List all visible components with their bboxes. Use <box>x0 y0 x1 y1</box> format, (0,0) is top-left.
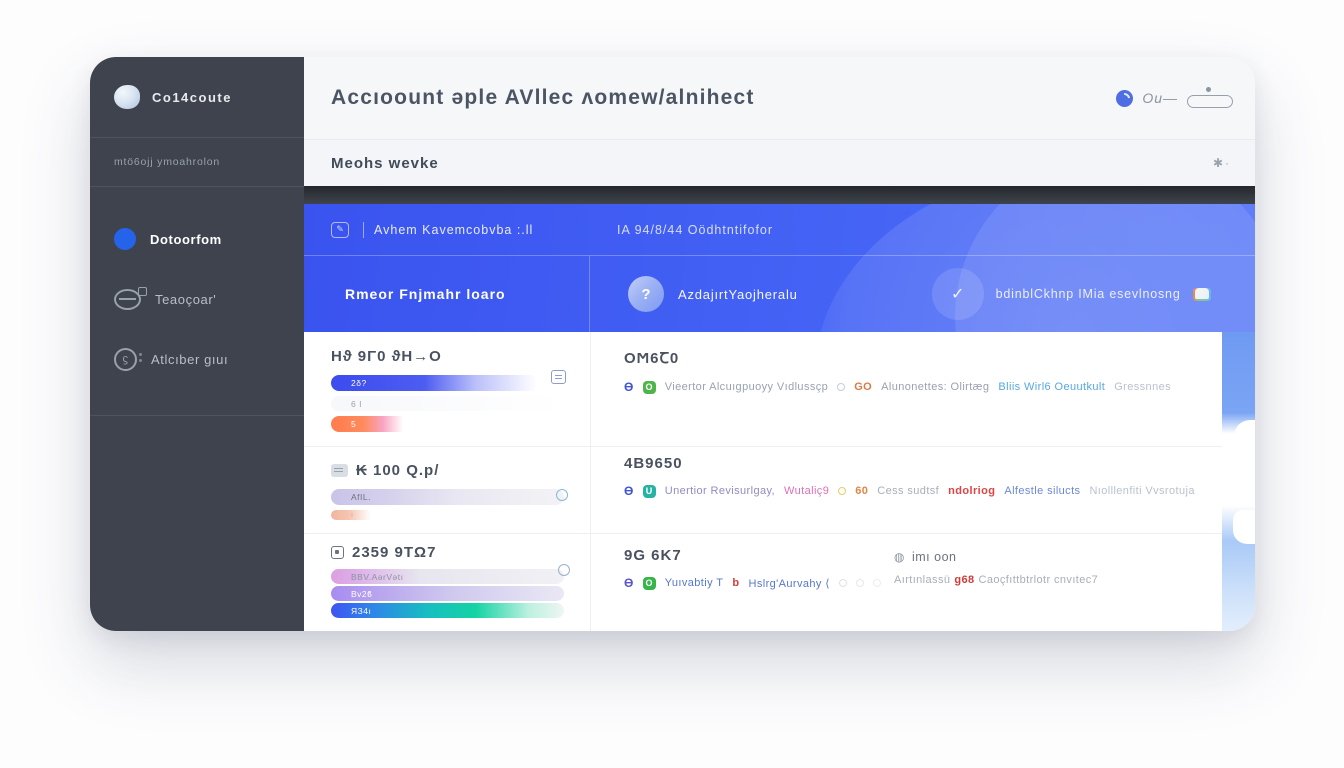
circle-icon[interactable] <box>556 489 568 501</box>
row-title: OϺ6Ꞇ0 <box>624 350 680 367</box>
meta-text: Aırtınlassü <box>894 574 951 586</box>
meta-text: ndolriog <box>948 485 996 497</box>
sidebar-item-label: Teaoçoar' <box>155 291 217 307</box>
progress-bar: 2δ? <box>331 375 564 391</box>
meta-text: Wutaliç9 <box>784 485 830 497</box>
badge-icon: ◍ <box>894 550 905 564</box>
cloud-logo-icon <box>114 85 140 109</box>
profile-label: AzdajırtYaojheralu <box>678 286 798 302</box>
table-row: Hϑ 9Γ0 ϑH→O 2δ? 6 I 5 OϺ6Ꞇ0 ϴ O Vieertor A… <box>304 332 1222 446</box>
toggle-pill-button[interactable] <box>1187 86 1233 108</box>
meta-text: Bliis Wirl6 Oeuutkult <box>998 381 1106 393</box>
table-row: ₭ 100 Q.p/ AfIL. ı 4B9650 ϴ U Unertior Rev… <box>304 446 1222 533</box>
pen-icon: ✎ <box>331 221 349 238</box>
meta-text: Caoçfıttbtrlotr cnvıtec7 <box>978 574 1099 586</box>
progress-bar: 6 I <box>331 396 564 411</box>
sidebar-item-atlciber[interactable]: ϛ Atlcıber gıuı <box>90 329 304 389</box>
meta-text: Hslrg'Aurvahy ⟨ <box>748 577 830 590</box>
status-badge: ϴ <box>624 576 634 590</box>
progress-bar: AfIL. <box>331 489 564 505</box>
page-title: Accıoount ǝple AVllec ʌomew/alnihect <box>331 86 755 109</box>
account-banner: ✎ Avhem Kavemcobvba :.ll IA 94/8/44 Oödh… <box>304 204 1255 332</box>
meta-text: Alunonettes: Olirtæg <box>881 381 990 393</box>
status-label: bdinblCkhnp IMia esevlnosng <box>995 287 1181 301</box>
progress-bar: ı <box>331 510 564 520</box>
banner-meta: IA 94/8/44 Oödhtntifofor <box>617 222 774 237</box>
meta-text: Yuıvabtiy T <box>664 577 724 589</box>
blue-dot-icon <box>114 228 136 250</box>
sidebar-section-label: mtö6ojj ymoahrolon <box>90 138 304 187</box>
toolbar: Meohs wevke ✱· <box>304 139 1255 186</box>
meta-text: Cess sudtsf <box>877 485 940 497</box>
wheel-icon <box>114 286 147 310</box>
content-area: Hϑ 9Γ0 ϑH→O 2δ? 6 I 5 OϺ6Ꞇ0 ϴ O Vieertor A… <box>304 332 1255 631</box>
dot-icon <box>872 579 881 587</box>
sidebar-item-dotoorfom[interactable]: Dotoorfom <box>90 209 304 269</box>
card-box-icon <box>331 464 348 477</box>
logo-label: Co14coute <box>152 89 232 105</box>
profile-avatar[interactable]: ? <box>628 276 664 312</box>
progress-bar: ЯЗ4ı <box>331 603 564 618</box>
status-badge: U <box>642 484 656 498</box>
decorative-strip <box>1222 332 1255 631</box>
row-title: 9G 6K7 <box>624 547 682 564</box>
meta-text: g68 <box>954 574 975 586</box>
meta-segments: ϴ U Unertior Revisurlgay, Wutaliç9 60 Cess su… <box>624 484 1222 498</box>
sidebar-item-label: Atlcıber gıuı <box>151 351 229 367</box>
logo: Co14coute <box>90 57 304 138</box>
row-title: ₭ 100 Q.p/ <box>331 462 564 479</box>
row-title: 4B9650 <box>624 455 683 472</box>
aux-segments: Aırtınlassü g68 Caoçfıttbtrlotr cnvıtec7 <box>894 574 1098 586</box>
dot-icon <box>837 383 846 391</box>
meta-segments: ϴ O Yuıvabtiy T b Hslrg'Aurvahy ⟨ <box>624 576 1222 590</box>
flag-icon <box>331 546 344 559</box>
s-circle-icon: ϛ <box>114 347 142 371</box>
user-text: Ou— <box>1142 90 1178 106</box>
row-title: 2359 9TΩ7 <box>331 544 564 561</box>
circle-icon[interactable] <box>558 564 570 576</box>
progress-bar: BBV.AǝrVǝtı <box>331 569 564 584</box>
status-badge: O <box>642 576 656 590</box>
banner-tab-label[interactable]: Avhem Kavemcobvba :.ll <box>374 222 534 237</box>
meta-text: Nıolllenfiti Vvsrotuja <box>1089 485 1195 497</box>
status-badge: ϴ <box>624 484 634 498</box>
meta-text: GO <box>854 381 873 393</box>
status-badge: O <box>642 380 656 394</box>
banner-primary-label: Rmeor Fnjmahr loaro <box>345 286 506 302</box>
check-circle-icon: ✓ <box>931 268 984 320</box>
meta-text: Gressnnes <box>1114 381 1172 393</box>
dot-icon <box>838 579 847 587</box>
sidebar-item-label: Dotoorfom <box>150 231 222 247</box>
avatar[interactable] <box>1116 89 1134 107</box>
aux-title: imı oon <box>911 550 957 564</box>
separator <box>363 221 364 238</box>
page-header: Accıoount ǝple AVllec ʌomew/alnihect Ou— <box>304 57 1255 139</box>
meta-text: Unertior Revisurlgay, <box>664 485 776 497</box>
row-title: Hϑ 9Γ0 ϑH→O <box>331 348 442 365</box>
divider-strip <box>304 186 1255 204</box>
note-icon[interactable] <box>551 370 566 384</box>
meta-text: 60 <box>855 485 869 497</box>
dot-icon <box>838 487 847 495</box>
meta-text: b <box>732 577 740 589</box>
progress-bar: Bv2ϐ <box>331 586 564 601</box>
table-row: 2359 9TΩ7 BBV.AǝrVǝtı Bv2ϐ ЯЗ4ı 9G 6K7 ϴ… <box>304 533 1222 631</box>
app-window: Co14coute mtö6ojj ymoahrolon Dotoorfom T… <box>90 57 1255 631</box>
sidebar: Co14coute mtö6ojj ymoahrolon Dotoorfom T… <box>90 57 304 631</box>
mini-badge-icon <box>1192 287 1211 301</box>
dot-icon <box>855 579 864 587</box>
aux-info: ◍ imı oon Aırtınlassü g68 Caoçfıttbtrlotr … <box>894 550 1098 586</box>
meta-text: Alfestle silucts <box>1004 485 1081 497</box>
section-title: Meohs wevke <box>331 154 439 172</box>
status-badge: ϴ <box>624 380 634 394</box>
meta-text: Vieertor Alcuıgpuoyy Vıdlussçp <box>664 381 829 393</box>
sidebar-item-teaocoar[interactable]: Teaoçoar' <box>90 269 304 329</box>
progress-bar: 5 <box>331 416 564 432</box>
meta-segments: ϴ O Vieertor Alcuıgpuoyy Vıdlussçp GO Alunon… <box>624 380 1222 394</box>
asterisk-icon[interactable]: ✱· <box>1212 156 1231 170</box>
